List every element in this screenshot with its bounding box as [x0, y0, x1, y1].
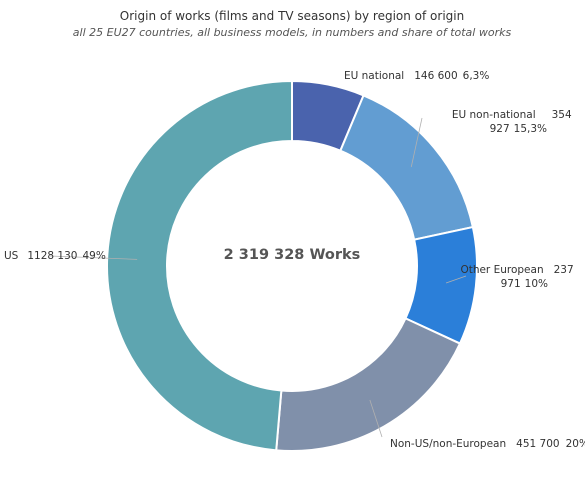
leader-line — [369, 399, 383, 438]
leader-line — [49, 255, 138, 260]
label-us: US 1128 130 49% — [4, 250, 106, 262]
chart-title: Origin of works (films and TV seasons) b… — [120, 9, 464, 23]
slice-us — [106, 79, 293, 452]
label-other-european: Other European 237 971 10% — [460, 264, 577, 290]
leader-line — [445, 275, 467, 284]
label-eu-non-national: EU non-national 354 927 15,3% — [452, 109, 575, 135]
leader-lines — [49, 117, 467, 438]
slice-non-us-non-european — [275, 317, 462, 452]
label-eu-national: EU national 146 600 6,3% — [344, 70, 489, 82]
center-total-label: 2 319 328 Works — [224, 247, 361, 263]
chart-subtitle: all 25 EU27 countries, all business mode… — [73, 26, 512, 39]
leader-line — [410, 117, 423, 168]
donut-slices — [106, 79, 478, 452]
